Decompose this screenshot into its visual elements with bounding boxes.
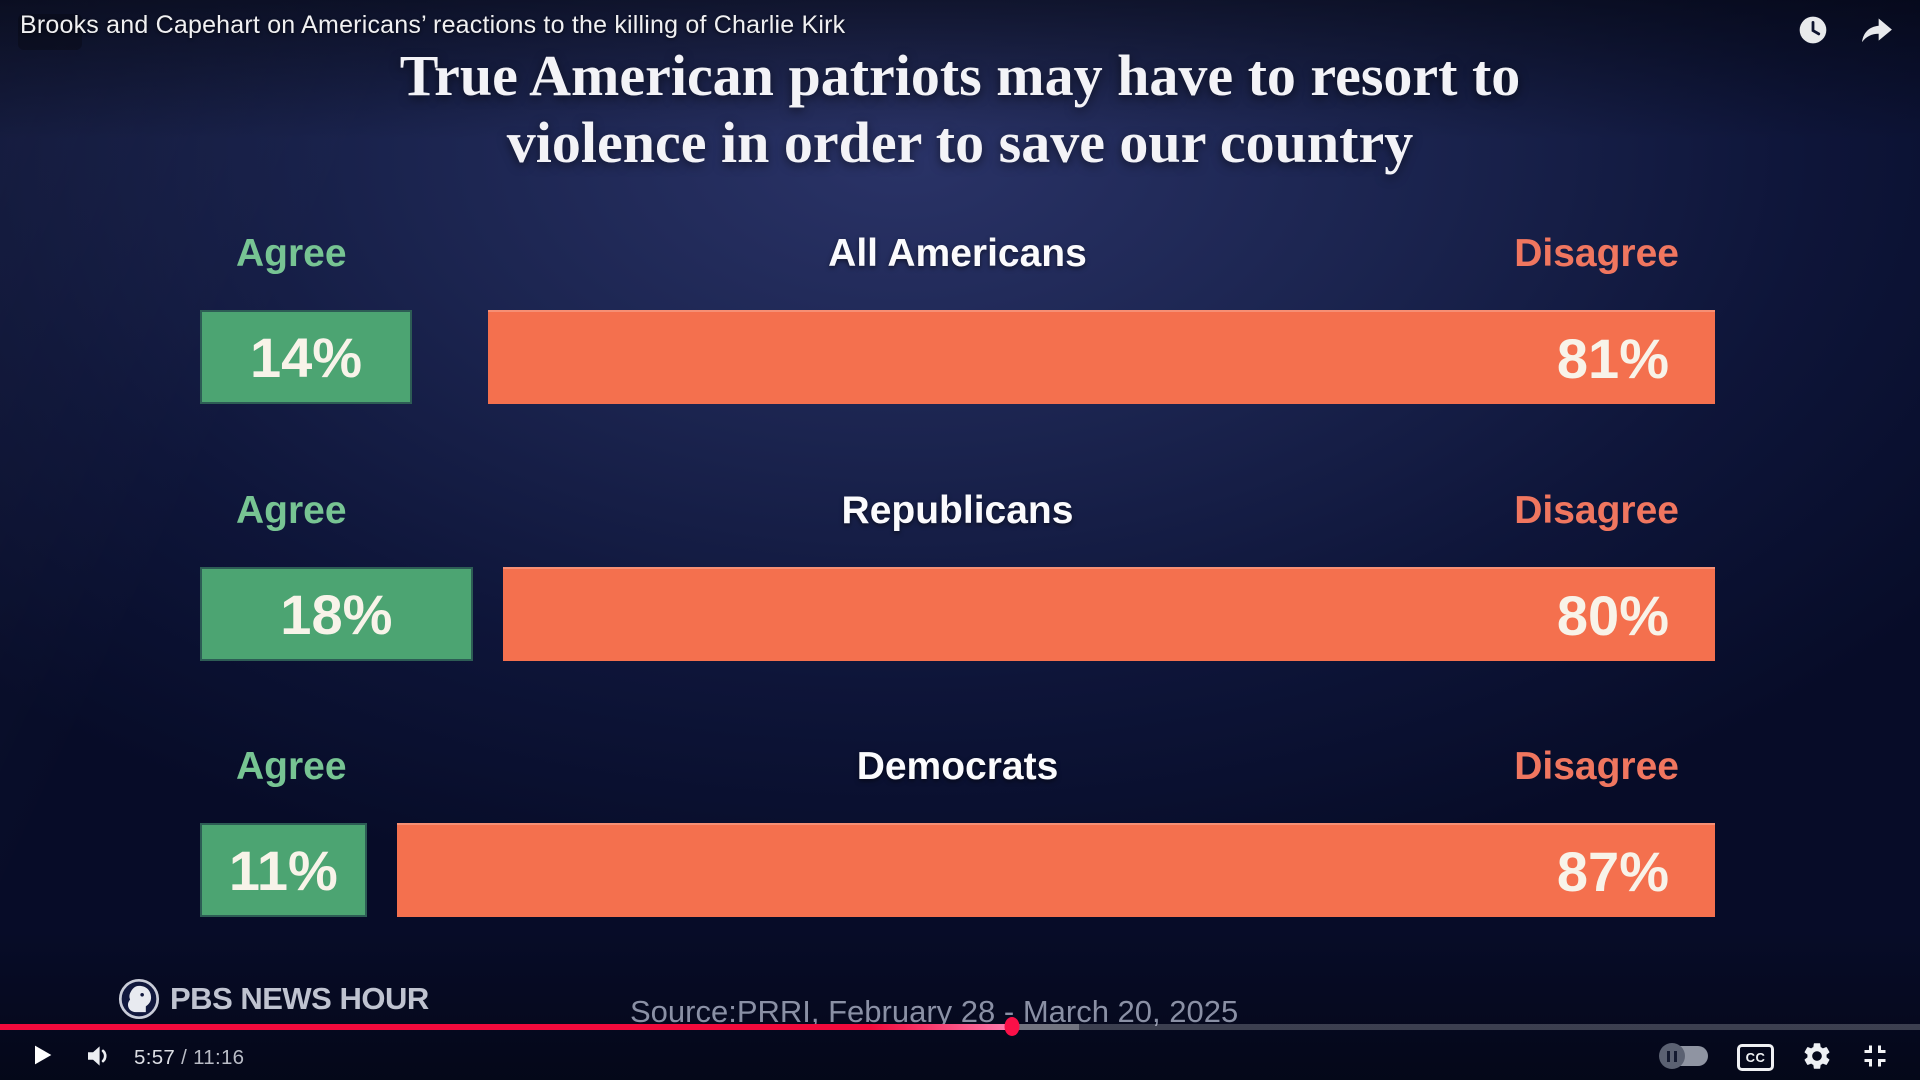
- disagree-value: 81%: [1556, 326, 1669, 390]
- bar-group-democrats: Agree Democrats Disagree 11% 87%: [200, 745, 1715, 917]
- share-button[interactable]: [1858, 12, 1895, 54]
- agree-value: 18%: [280, 582, 393, 646]
- agree-value: 14%: [250, 325, 363, 389]
- share-arrow-icon: [1862, 18, 1892, 43]
- disagree-label: Disagree: [1514, 745, 1679, 788]
- clock-icon: [1799, 16, 1827, 44]
- cc-label: CC: [1745, 1050, 1766, 1065]
- disagree-label: Disagree: [1514, 489, 1679, 532]
- group-name: Democrats: [856, 745, 1059, 788]
- play-button[interactable]: [28, 1041, 56, 1074]
- agree-label: Agree: [236, 745, 347, 788]
- bar-group-republicans: Agree Republicans Disagree 18% 80%: [200, 489, 1715, 661]
- bar-row: 18% 80%: [200, 567, 1715, 661]
- bar-row: 11% 87%: [200, 823, 1715, 917]
- disagree-bar: 87%: [396, 823, 1715, 917]
- time-display: 5:57 / 11:16: [134, 1046, 244, 1070]
- gear-icon: [1804, 1043, 1830, 1069]
- current-time: 5:57: [134, 1046, 176, 1069]
- time-separator: /: [175, 1046, 194, 1069]
- chart-title-line1: True American patriots may have to resor…: [399, 43, 1521, 108]
- faded-ui-chip: [18, 14, 82, 50]
- exit-fullscreen-button[interactable]: [1857, 1038, 1893, 1079]
- bar-group-labels: Agree All Americans Disagree: [200, 232, 1715, 282]
- group-name: All Americans: [828, 232, 1087, 275]
- agree-label: Agree: [236, 232, 347, 275]
- agree-label: Agree: [236, 489, 347, 532]
- source-attribution: Source:PRRI, February 28 - March 20, 202…: [630, 994, 1239, 1029]
- agree-bar: 11%: [200, 823, 367, 917]
- seek-bar[interactable]: [0, 1017, 1920, 1036]
- exit-fullscreen-icon: [1864, 1045, 1886, 1067]
- group-name: Republicans: [841, 489, 1074, 532]
- autoplay-knob-pause-icon: [1659, 1043, 1685, 1069]
- pbs-news-hour-logo: PBS NEWS HOUR: [118, 978, 429, 1020]
- seek-scrubber[interactable]: [1004, 1017, 1020, 1036]
- speaker-icon: [88, 1046, 107, 1066]
- disagree-label: Disagree: [1514, 232, 1679, 275]
- disagree-bar: 81%: [487, 310, 1715, 404]
- autoplay-toggle[interactable]: [1659, 1043, 1708, 1069]
- volume-button[interactable]: [82, 1040, 114, 1077]
- watch-later-button[interactable]: [1797, 14, 1829, 51]
- duration: 11:16: [193, 1046, 245, 1069]
- agree-bar: 14%: [200, 310, 413, 404]
- bar-row: 14% 81%: [200, 310, 1715, 404]
- bar-group-labels: Agree Democrats Disagree: [200, 745, 1715, 795]
- agree-value: 11%: [228, 838, 338, 902]
- chart-title: True American patriots may have to resor…: [0, 42, 1920, 177]
- pbs-logo-icon: [118, 978, 160, 1020]
- disagree-value: 87%: [1556, 839, 1669, 903]
- pbs-news-hour-wordmark: PBS NEWS HOUR: [170, 981, 429, 1016]
- top-shade-gradient: [0, 0, 1920, 140]
- bar-group-labels: Agree Republicans Disagree: [200, 489, 1715, 539]
- disagree-value: 80%: [1556, 583, 1669, 647]
- agree-bar: 18%: [200, 567, 473, 661]
- play-triangle-icon: [35, 1045, 52, 1065]
- video-title[interactable]: Brooks and Capehart on Americans’ reacti…: [20, 11, 846, 39]
- bottom-shade-gradient: [0, 930, 1920, 1080]
- settings-button[interactable]: [1801, 1040, 1833, 1077]
- disagree-bar: 80%: [503, 567, 1715, 661]
- bar-group-all-americans: Agree All Americans Disagree 14% 81%: [200, 232, 1715, 404]
- played-progress: [0, 1024, 1012, 1030]
- chart-title-line2: violence in order to save our country: [506, 110, 1414, 176]
- captions-button[interactable]: CC: [1737, 1044, 1774, 1071]
